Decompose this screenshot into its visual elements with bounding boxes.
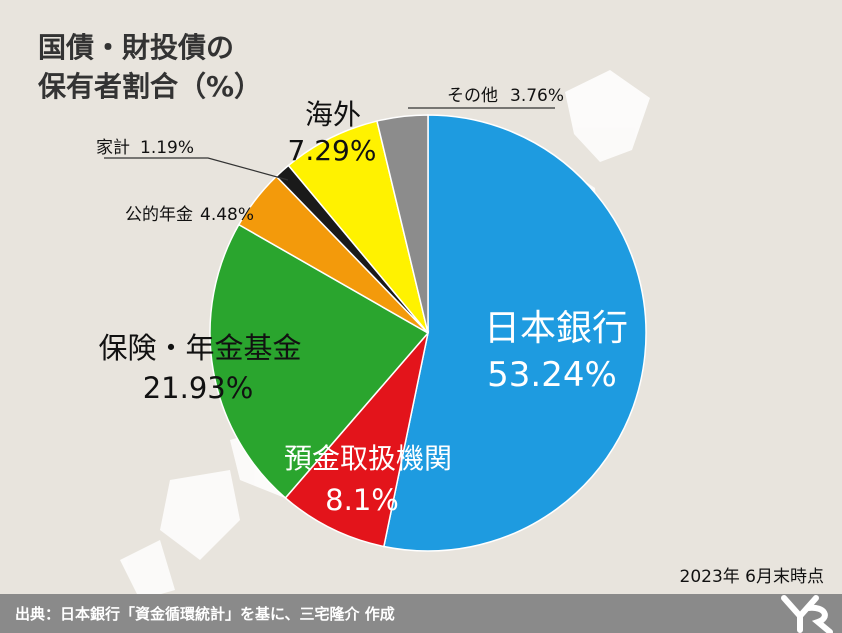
label-koteki-nenkin-value: 4.48% bbox=[200, 205, 254, 225]
label-hoken-nenkin-value: 21.93% bbox=[143, 371, 254, 405]
pie-slice-kaigai bbox=[287, 120, 429, 334]
label-hoken-nenkin-name: 保険・年金基金 bbox=[98, 331, 301, 365]
label-yokin-toriatsukai-name: 預金取扱機関 bbox=[284, 442, 452, 475]
chart-title-line-1: 国債・財投債の bbox=[38, 31, 234, 64]
leader-line-kakei bbox=[104, 157, 289, 181]
label-nihon-ginko-value: 53.24% bbox=[487, 355, 617, 395]
label-koteki-nenkin-name: 公的年金 bbox=[125, 205, 193, 225]
footer-bar bbox=[0, 594, 842, 633]
pie-slice-yokin-toriatsukai bbox=[284, 330, 430, 548]
pie-slice-nihon-ginko bbox=[382, 114, 647, 552]
label-kakei-value: 1.19% bbox=[140, 138, 194, 158]
slice-labels: 日本銀行 53.24% 預金取扱機関 8.1% 保険・年金基金 21.93% 公… bbox=[96, 86, 628, 517]
pie-slices bbox=[209, 114, 647, 552]
leader-lines bbox=[104, 107, 555, 181]
label-yokin-toriatsukai-value: 8.1% bbox=[325, 483, 399, 517]
pie-slice-hoken-nenkin bbox=[209, 223, 430, 499]
label-sonota-name: その他 bbox=[447, 86, 498, 106]
label-kaigai-value: 7.29% bbox=[288, 134, 377, 167]
date-note: 2023年 6月末時点 bbox=[680, 567, 824, 587]
label-nihon-ginko-name: 日本銀行 bbox=[484, 308, 628, 349]
label-kaigai-name: 海外 bbox=[305, 98, 361, 131]
chart-title-line-2: 保有者割合（%） bbox=[38, 70, 262, 103]
label-kakei-name: 家計 bbox=[96, 138, 130, 158]
footer-source-text: 出典：日本銀行「資金循環統計」を基に、三宅隆介 作成 bbox=[15, 605, 395, 623]
logo-mark bbox=[781, 595, 833, 633]
label-sonota-value: 3.76% bbox=[510, 86, 564, 106]
pie-slice-sonota bbox=[376, 114, 429, 334]
